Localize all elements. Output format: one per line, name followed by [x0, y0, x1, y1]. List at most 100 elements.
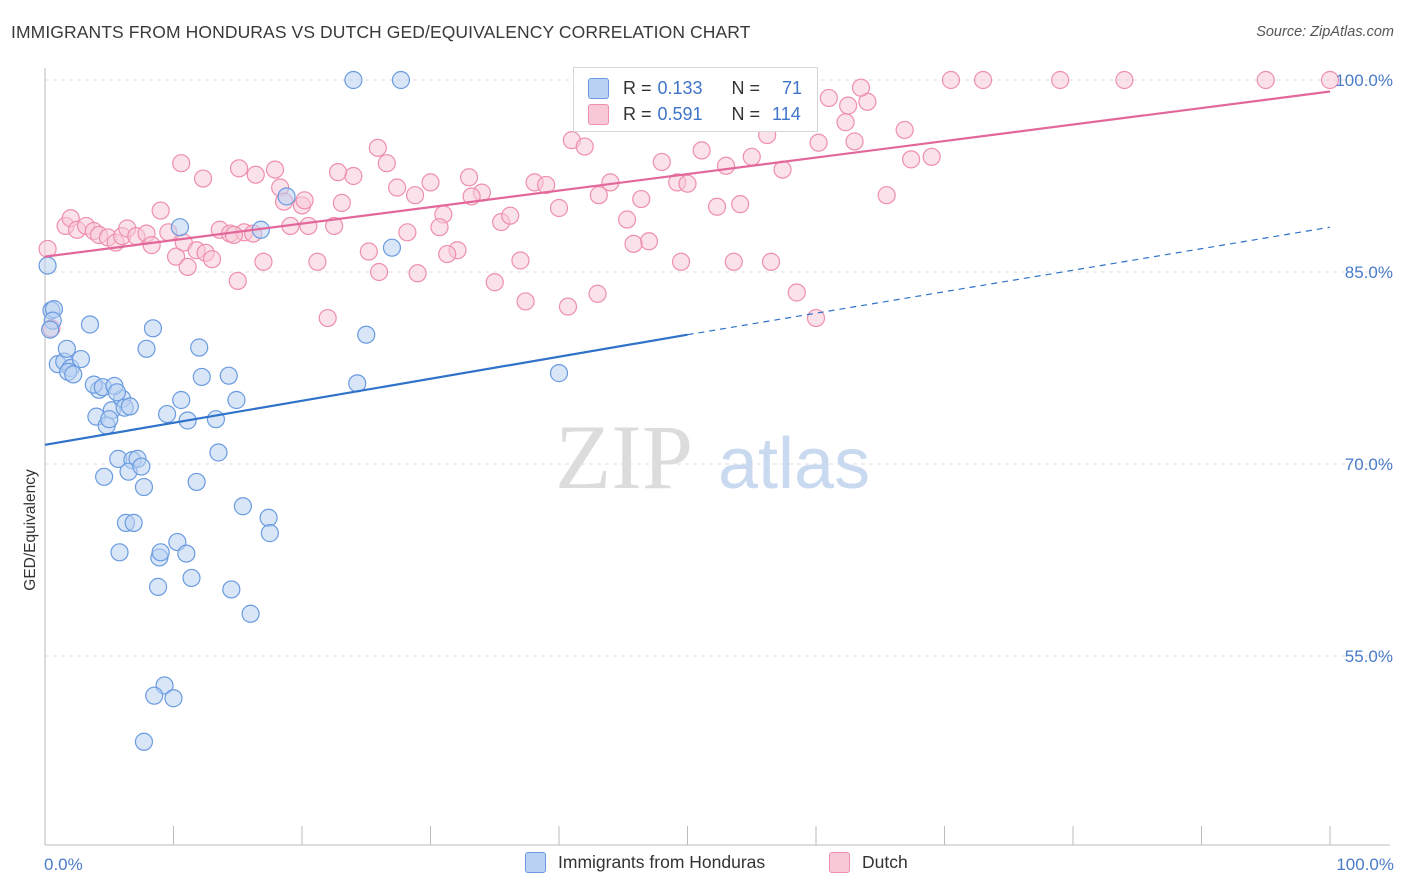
point-dutch [328, 163, 348, 182]
point-dutch [588, 284, 607, 303]
point-dutch [295, 191, 314, 210]
y-tick-label: 85.0% [1345, 263, 1393, 282]
bottom-legend-swatch-honduras [525, 852, 546, 873]
bottom-legend-dutch: Dutch [829, 852, 908, 873]
tick-labels: 100.0% 85.0% 70.0% 55.0% 0.0% 100.0% [44, 71, 1394, 874]
point-dutch [671, 252, 691, 271]
point-dutch [707, 197, 727, 216]
point-honduras [227, 390, 246, 410]
point-dutch [761, 252, 781, 271]
point-dutch [178, 257, 197, 276]
point-dutch [254, 252, 273, 271]
legend-n-value: 114 [772, 103, 801, 124]
point-honduras [95, 467, 114, 486]
point-honduras [172, 390, 191, 410]
point-honduras [241, 604, 260, 623]
point-dutch [877, 186, 896, 205]
point-honduras [391, 70, 411, 90]
point-dutch [516, 292, 535, 311]
point-dutch [809, 133, 828, 152]
point-dutch [501, 206, 520, 225]
point-honduras [120, 397, 139, 416]
point-dutch [202, 250, 222, 269]
point-dutch [652, 152, 671, 172]
chart-source: Source: ZipAtlas.com [1256, 24, 1394, 40]
point-honduras [80, 315, 100, 334]
point-dutch [692, 141, 711, 160]
point-dutch [589, 186, 608, 205]
point-dutch [265, 160, 285, 179]
watermark-zip: ZIP [555, 406, 693, 508]
series-honduras [38, 70, 569, 751]
point-honduras [110, 543, 129, 562]
trendline-honduras-projection [687, 226, 1331, 336]
point-honduras [57, 339, 76, 358]
point-honduras [192, 367, 211, 387]
point-dutch [1051, 70, 1070, 90]
point-honduras [71, 349, 91, 369]
legend-row-honduras: R = 0.133 N = 71 [588, 76, 802, 100]
point-dutch [438, 244, 457, 264]
y-tick-label: 100.0% [1335, 71, 1393, 90]
bottom-legend-label-honduras: Immigrants from Honduras [558, 852, 766, 872]
legend-r-label: R = [623, 77, 652, 98]
legend-n-label: N = [731, 77, 761, 98]
point-honduras [143, 319, 163, 338]
point-dutch [575, 137, 594, 156]
x-tick-label: 0.0% [44, 855, 83, 874]
point-dutch [511, 251, 530, 270]
y-axis-title: GED/Equivalency [22, 469, 39, 591]
point-honduras [107, 383, 127, 402]
bottom-legend-swatch-dutch [829, 852, 850, 873]
point-dutch [246, 165, 265, 184]
point-dutch [895, 120, 914, 140]
legend-swatch-dutch [588, 103, 609, 125]
point-dutch [224, 225, 243, 244]
point-dutch [724, 252, 743, 271]
point-dutch [558, 297, 578, 316]
point-honduras [219, 366, 238, 385]
point-dutch [408, 264, 427, 283]
point-dutch [624, 234, 643, 253]
point-dutch [344, 166, 363, 186]
point-honduras [170, 218, 190, 237]
point-honduras [137, 339, 156, 358]
point-dutch [430, 218, 449, 237]
point-dutch [398, 223, 417, 242]
y-tick-label: 70.0% [1345, 455, 1393, 474]
point-dutch [839, 96, 858, 115]
bottom-legend-honduras: Immigrants from Honduras [525, 852, 765, 873]
point-honduras [38, 256, 57, 275]
point-honduras [64, 365, 83, 384]
point-honduras [277, 187, 296, 206]
point-dutch [819, 88, 838, 108]
point-dutch [731, 195, 750, 214]
point-dutch [1320, 70, 1340, 90]
point-honduras [357, 325, 376, 344]
point-dutch [318, 308, 337, 328]
point-honduras [260, 524, 279, 543]
point-dutch [922, 147, 941, 166]
point-dutch [229, 159, 249, 178]
point-dutch [359, 242, 378, 261]
point-dutch [370, 262, 389, 282]
y-tick-label: 55.0% [1345, 647, 1393, 666]
trendline-dutch [44, 90, 1331, 258]
legend-n-label: N = [731, 103, 761, 124]
point-dutch [308, 252, 327, 271]
point-honduras [209, 443, 228, 462]
stats-legend: R = 0.133 N = 71 R = 0.591 N = 114 [573, 67, 818, 132]
point-honduras [134, 732, 154, 751]
point-dutch [851, 78, 871, 97]
point-honduras [148, 577, 168, 596]
point-honduras [206, 410, 226, 429]
point-dutch [632, 189, 651, 209]
point-dutch [166, 247, 186, 266]
point-honduras [190, 338, 209, 357]
x-tick-label: 100.0% [1336, 855, 1394, 874]
point-dutch [678, 174, 697, 193]
point-dutch [549, 198, 569, 218]
axes [44, 68, 1390, 846]
point-dutch [973, 70, 993, 90]
legend-r-label: R = [623, 103, 652, 124]
